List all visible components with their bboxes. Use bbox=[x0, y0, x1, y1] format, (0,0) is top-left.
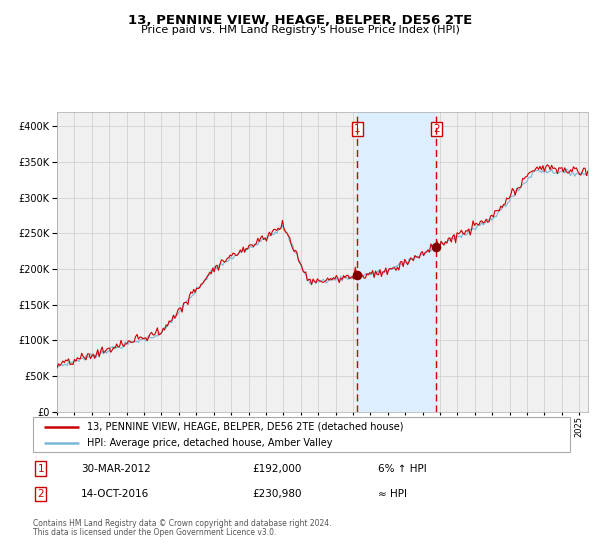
Text: 2: 2 bbox=[37, 489, 44, 499]
Text: 14-OCT-2016: 14-OCT-2016 bbox=[81, 489, 149, 499]
Text: Price paid vs. HM Land Registry's House Price Index (HPI): Price paid vs. HM Land Registry's House … bbox=[140, 25, 460, 35]
Text: 30-MAR-2012: 30-MAR-2012 bbox=[81, 464, 151, 474]
Text: 13, PENNINE VIEW, HEAGE, BELPER, DE56 2TE (detached house): 13, PENNINE VIEW, HEAGE, BELPER, DE56 2T… bbox=[87, 422, 403, 432]
Text: 6% ↑ HPI: 6% ↑ HPI bbox=[378, 464, 427, 474]
Text: £230,980: £230,980 bbox=[252, 489, 302, 499]
Text: This data is licensed under the Open Government Licence v3.0.: This data is licensed under the Open Gov… bbox=[33, 528, 277, 537]
FancyBboxPatch shape bbox=[33, 417, 570, 452]
Text: 2: 2 bbox=[433, 124, 440, 134]
Point bbox=[431, 242, 441, 251]
Text: 1: 1 bbox=[354, 124, 361, 134]
Bar bbox=[358, 112, 436, 412]
Text: 13, PENNINE VIEW, HEAGE, BELPER, DE56 2TE: 13, PENNINE VIEW, HEAGE, BELPER, DE56 2T… bbox=[128, 14, 472, 27]
Text: ≈ HPI: ≈ HPI bbox=[378, 489, 407, 499]
Text: £192,000: £192,000 bbox=[252, 464, 301, 474]
Text: Contains HM Land Registry data © Crown copyright and database right 2024.: Contains HM Land Registry data © Crown c… bbox=[33, 519, 331, 528]
Text: 1: 1 bbox=[37, 464, 44, 474]
Point bbox=[353, 270, 362, 279]
Text: HPI: Average price, detached house, Amber Valley: HPI: Average price, detached house, Ambe… bbox=[87, 437, 332, 447]
